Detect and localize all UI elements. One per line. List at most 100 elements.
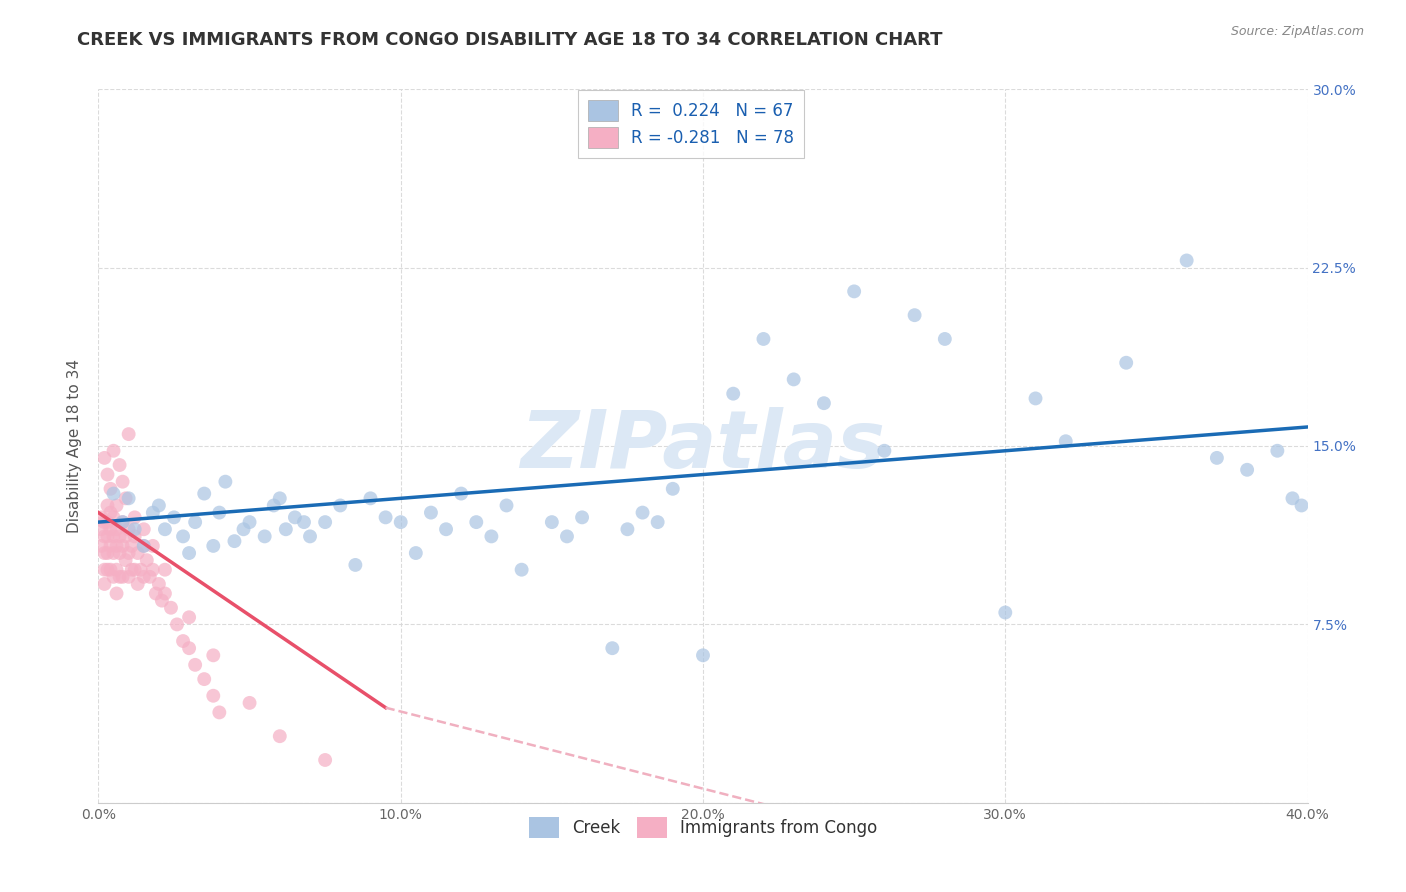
Point [118, 491, 141, 506]
Point [202, 539, 225, 553]
Point [103, 510, 125, 524]
Point [111, 515, 134, 529]
Point [163, 510, 186, 524]
Point [813, 396, 835, 410]
Point [1206, 450, 1229, 465]
Point [179, 610, 201, 624]
Point [90, 522, 112, 536]
Point [114, 529, 136, 543]
Point [224, 534, 246, 549]
Point [96, 546, 118, 560]
Point [1175, 253, 1198, 268]
Point [132, 539, 155, 553]
Point [904, 308, 927, 322]
Point [232, 522, 254, 536]
Point [96, 529, 118, 543]
Point [389, 515, 412, 529]
Point [103, 486, 125, 500]
Point [139, 570, 162, 584]
Point [405, 546, 427, 560]
Point [150, 593, 173, 607]
Point [314, 515, 336, 529]
Point [93, 577, 115, 591]
Legend: Creek, Immigrants from Congo: Creek, Immigrants from Congo [522, 811, 884, 845]
Point [172, 529, 194, 543]
Point [783, 372, 806, 386]
Point [269, 729, 291, 743]
Point [108, 570, 131, 584]
Point [100, 482, 122, 496]
Point [510, 563, 533, 577]
Point [105, 563, 128, 577]
Point [284, 510, 307, 524]
Point [132, 570, 155, 584]
Point [934, 332, 956, 346]
Point [96, 467, 118, 482]
Point [723, 386, 745, 401]
Point [90, 510, 112, 524]
Point [121, 563, 143, 577]
Text: Source: ZipAtlas.com: Source: ZipAtlas.com [1230, 25, 1364, 38]
Point [153, 563, 176, 577]
Point [166, 617, 188, 632]
Point [105, 539, 128, 553]
Point [93, 529, 115, 543]
Point [1281, 491, 1303, 506]
Point [93, 563, 115, 577]
Point [239, 515, 262, 529]
Point [100, 539, 122, 553]
Point [96, 515, 118, 529]
Point [495, 499, 517, 513]
Point [1267, 443, 1289, 458]
Y-axis label: Disability Age 18 to 34: Disability Age 18 to 34 [67, 359, 83, 533]
Point [90, 539, 112, 553]
Point [465, 515, 488, 529]
Point [179, 641, 201, 656]
Point [103, 546, 125, 560]
Point [374, 510, 396, 524]
Point [93, 546, 115, 560]
Point [844, 285, 866, 299]
Point [111, 475, 134, 489]
Point [124, 563, 146, 577]
Point [96, 499, 118, 513]
Point [132, 539, 155, 553]
Point [108, 458, 131, 472]
Point [100, 563, 122, 577]
Point [269, 491, 291, 506]
Point [692, 648, 714, 663]
Point [1024, 392, 1046, 406]
Point [93, 450, 115, 465]
Point [450, 486, 472, 500]
Point [105, 499, 128, 513]
Point [108, 546, 131, 560]
Point [1291, 499, 1313, 513]
Point [184, 657, 207, 672]
Point [129, 563, 152, 577]
Point [100, 522, 122, 536]
Point [202, 689, 225, 703]
Point [153, 586, 176, 600]
Point [1236, 463, 1258, 477]
Point [1115, 356, 1137, 370]
Point [647, 515, 669, 529]
Point [105, 522, 128, 536]
Point [118, 570, 141, 584]
Point [111, 570, 134, 584]
Point [142, 539, 165, 553]
Point [114, 491, 136, 506]
Point [873, 443, 896, 458]
Point [555, 529, 578, 543]
Point [103, 529, 125, 543]
Point [994, 606, 1017, 620]
Point [135, 553, 157, 567]
Point [111, 539, 134, 553]
Point [208, 506, 231, 520]
Point [132, 522, 155, 536]
Point [481, 529, 503, 543]
Point [111, 515, 134, 529]
Point [96, 563, 118, 577]
Point [420, 506, 443, 520]
Point [118, 546, 141, 560]
Point [160, 600, 183, 615]
